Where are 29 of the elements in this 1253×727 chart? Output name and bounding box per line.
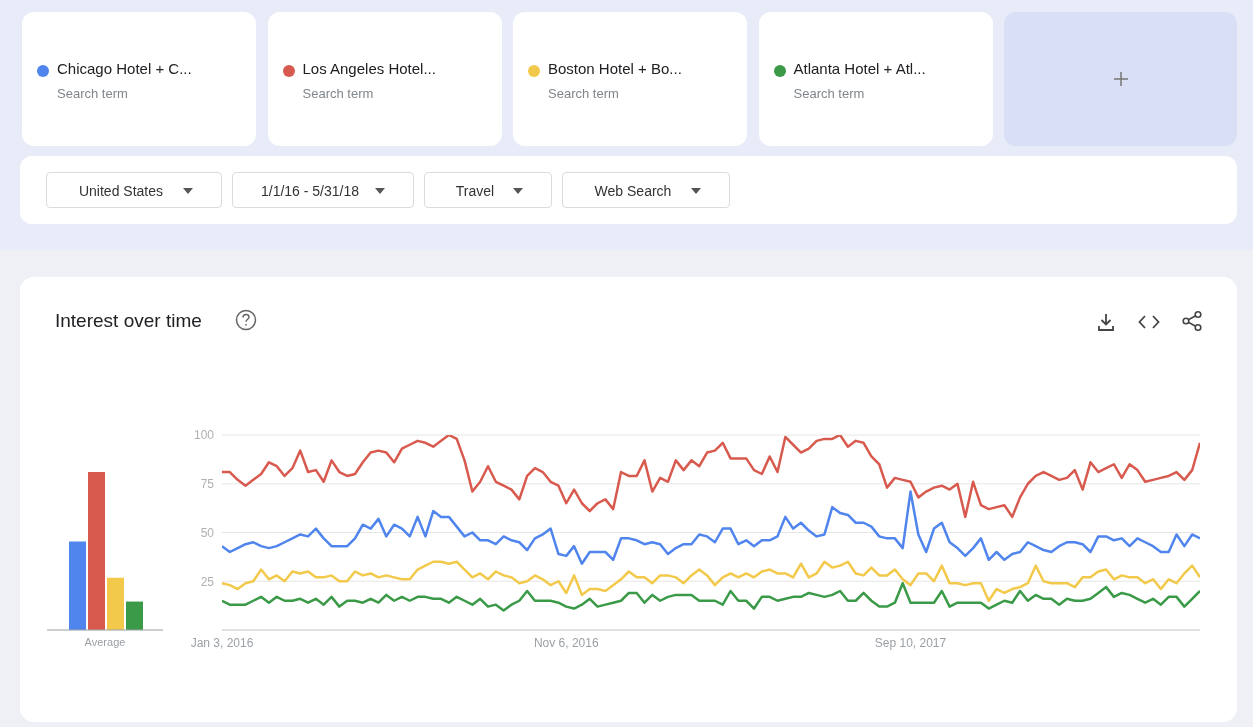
bar bbox=[69, 541, 86, 630]
text: Web Search bbox=[593, 183, 673, 199]
text: Travel bbox=[454, 183, 496, 199]
x-tick-label: Jan 3, 2016 bbox=[190, 635, 254, 650]
text: Search term bbox=[302, 86, 374, 101]
line-series bbox=[222, 560, 1200, 602]
legend-label: Chicago Hotel + C... bbox=[57, 60, 192, 77]
line-series bbox=[222, 490, 1200, 565]
line-series bbox=[222, 581, 1200, 612]
x-tick-label: Average bbox=[84, 635, 126, 648]
legend-label: Los Angeles Hotel... bbox=[302, 60, 436, 77]
line-series bbox=[222, 435, 1200, 519]
text: 1/1/16 - 5/31/18 bbox=[259, 183, 361, 199]
text: Search term bbox=[548, 86, 619, 101]
bar bbox=[126, 601, 143, 630]
bar bbox=[107, 577, 124, 630]
y-tick-label: 100 bbox=[193, 428, 215, 443]
text: United States bbox=[77, 183, 165, 199]
y-tick-label: 75 bbox=[200, 477, 215, 492]
legend-label: Atlanta Hotel + Atl... bbox=[793, 60, 926, 77]
y-tick-label: 25 bbox=[200, 574, 215, 589]
y-tick-label: 50 bbox=[200, 525, 215, 540]
legend-label: Boston Hotel + Bo... bbox=[548, 60, 682, 77]
chart-title: Interest over time bbox=[55, 310, 202, 332]
bar bbox=[88, 472, 105, 630]
text: Search term bbox=[57, 86, 128, 101]
text: Search term bbox=[793, 86, 865, 101]
x-tick-label: Nov 6, 2016 bbox=[533, 635, 599, 650]
x-tick-label: Sep 10, 2017 bbox=[874, 635, 947, 650]
